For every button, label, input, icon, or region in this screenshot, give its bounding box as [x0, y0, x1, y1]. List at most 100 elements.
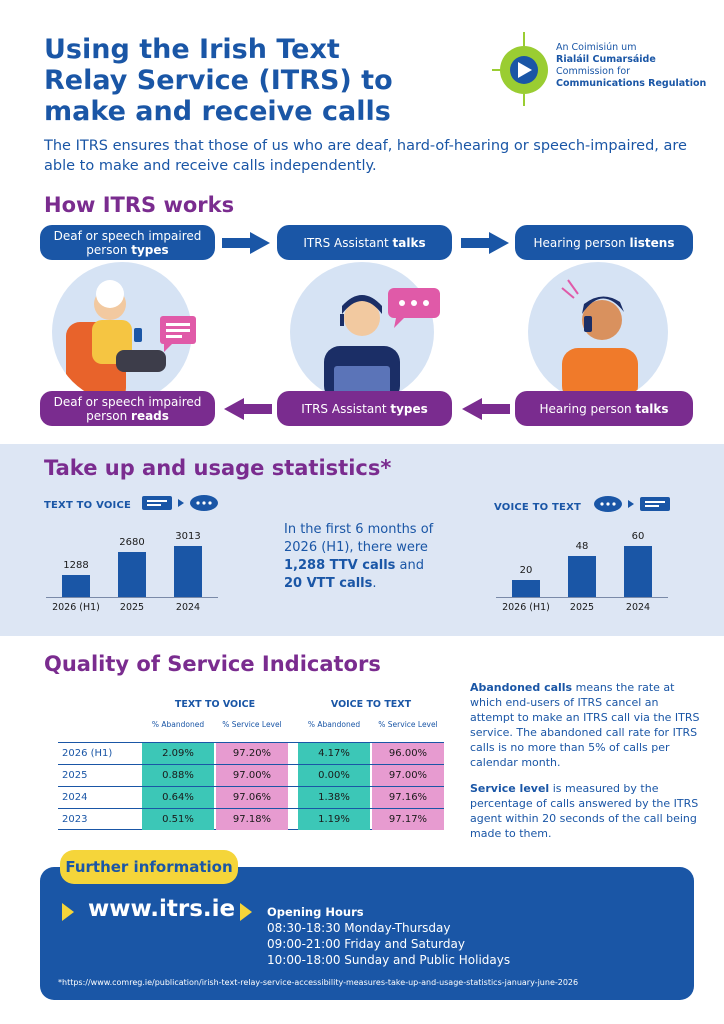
- summary-bold: 20 VTT calls: [284, 576, 373, 591]
- table-row: 2024 0.64% 97.06% 1.38% 97.16%: [58, 786, 444, 808]
- footer-panel: [40, 867, 694, 1000]
- bar-2026-h1-: [62, 575, 90, 597]
- table-row: 2025 0.88% 97.00% 0.00% 97.00%: [58, 764, 444, 786]
- bar-category-label: 2026 (H1): [52, 602, 100, 613]
- stats-summary: In the first 6 months of 2026 (H1), ther…: [284, 521, 434, 593]
- table-cell: 97.00%: [216, 765, 288, 786]
- ttv-group-header: TEXT TO VOICE: [174, 699, 256, 710]
- bar-category-label: 2026 (H1): [502, 602, 550, 613]
- logo-line: Commission for: [556, 66, 631, 77]
- col-abandoned: % Abandoned: [151, 720, 205, 729]
- itrs-link[interactable]: www.itrs.ie: [88, 896, 236, 922]
- note-text: is measured by the percentage of calls a…: [470, 782, 699, 840]
- step-assistant-talks: ITRS Assistant talks: [277, 225, 452, 260]
- step-text: ITRS Assistant: [303, 235, 393, 250]
- page-title: Using the Irish Text Relay Service (ITRS…: [44, 34, 464, 127]
- table-cell: 97.17%: [372, 809, 444, 830]
- ttv-icon: [142, 495, 218, 511]
- table-row: 2023 0.51% 97.18% 1.19% 97.17%: [58, 808, 444, 830]
- row-year: 2026 (H1): [62, 748, 113, 759]
- row-year: 2023: [62, 814, 88, 825]
- bar-value-label: 20: [519, 565, 533, 576]
- bar-category-label: 2025: [119, 602, 145, 613]
- assistant-headset-laptop-icon: [324, 295, 400, 402]
- step-text: Deaf or speech impaired person: [53, 228, 202, 257]
- table-cell: 0.00%: [298, 765, 370, 786]
- bar-category-label: 2024: [625, 602, 651, 613]
- stats-section: [0, 444, 724, 636]
- assistant-illustration: [290, 262, 434, 402]
- col-service-level: % Service Level: [222, 720, 282, 729]
- table-cell: 97.00%: [372, 765, 444, 786]
- comreg-logo: An Coimisiún um Rialáil Cumarsáide Commi…: [488, 30, 713, 106]
- quality-heading: Quality of Service Indicators: [44, 652, 381, 676]
- comreg-logo-icon: [492, 32, 548, 106]
- hours-line: 09:00-21:00 Friday and Saturday: [267, 937, 465, 951]
- summary-text: .: [372, 576, 377, 591]
- chat-bubble-icon: [160, 316, 196, 352]
- step-assistant-types: ITRS Assistant types: [277, 391, 452, 426]
- summary-bold: 1,288 TTV calls: [284, 558, 396, 573]
- speech-bubble-dots-icon: [388, 288, 440, 328]
- step-deaf-types: Deaf or speech impaired person types: [40, 225, 215, 260]
- bar-value-label: 2680: [119, 537, 145, 548]
- logo-text: An Coimisiún um Rialáil Cumarsáide Commi…: [556, 42, 706, 90]
- bar-2025: [568, 556, 596, 597]
- step-bold: listens: [629, 235, 675, 250]
- summary-text: In the first 6 months of 2026 (H1), ther…: [284, 522, 434, 555]
- col-service-level: % Service Level: [378, 720, 438, 729]
- table-cell: 96.00%: [372, 743, 444, 764]
- logo-line: Rialáil Cumarsáide: [556, 54, 656, 65]
- abandoned-note: Abandoned calls means the rate at which …: [470, 680, 700, 770]
- step-text: Hearing person: [539, 401, 636, 416]
- vtt-chart-title: VOICE TO TEXT: [494, 502, 582, 513]
- table-cell: 1.38%: [298, 787, 370, 808]
- note-bold: Service level: [470, 782, 550, 795]
- vtt-icon: [594, 496, 670, 512]
- chart-baseline: [496, 597, 668, 598]
- bar-value-label: 60: [631, 531, 645, 542]
- note-text: means the rate at which end-users of ITR…: [470, 681, 700, 769]
- table-cell: 1.19%: [298, 809, 370, 830]
- stats-heading: Take up and usage statistics*: [44, 456, 392, 480]
- table-row: 2026 (H1) 2.09% 97.20% 4.17% 96.00%: [58, 742, 444, 764]
- arrow-left-icon: [462, 398, 510, 420]
- row-year: 2025: [62, 770, 88, 781]
- table-cell: 97.20%: [216, 743, 288, 764]
- bar-category-label: 2025: [569, 602, 595, 613]
- play-arrow-icon: [62, 903, 74, 921]
- step-bold: types: [131, 242, 169, 257]
- title-line: make and receive calls: [44, 96, 391, 127]
- bar-category-label: 2024: [175, 602, 201, 613]
- table-cell: 4.17%: [298, 743, 370, 764]
- source-footnote[interactable]: *https://www.comreg.ie/publication/irish…: [58, 978, 579, 987]
- step-hearing-listens: Hearing person listens: [515, 225, 693, 260]
- bar-value-label: 3013: [175, 531, 201, 542]
- step-text: Hearing person: [533, 235, 630, 250]
- elderly-woman-phone-icon: [66, 280, 166, 402]
- table-cell: 97.06%: [216, 787, 288, 808]
- arrow-right-icon: [461, 232, 509, 254]
- how-heading: How ITRS works: [44, 193, 235, 217]
- hours-line: 08:30-18:30 Monday-Thursday: [267, 921, 451, 935]
- service-note: Service level is measured by the percent…: [470, 781, 700, 841]
- hearing-person-illustration: [528, 262, 668, 402]
- bar-2025: [118, 552, 146, 597]
- table-cell: 97.16%: [372, 787, 444, 808]
- hearing-person-phone-icon: [561, 279, 638, 402]
- step-bold: reads: [131, 408, 169, 423]
- logo-line: An Coimisiún um: [556, 42, 637, 53]
- table-cell: 97.18%: [216, 809, 288, 830]
- summary-text: and: [395, 558, 424, 573]
- chart-baseline: [46, 597, 218, 598]
- step-text: ITRS Assistant: [301, 401, 391, 416]
- logo-line: Communications Regulation: [556, 78, 707, 89]
- step-bold: talks: [392, 235, 426, 250]
- table-cell: 2.09%: [142, 743, 214, 764]
- table-cell: 0.64%: [142, 787, 214, 808]
- ttv-chart-title: TEXT TO VOICE: [44, 500, 132, 511]
- row-year: 2024: [62, 792, 88, 803]
- vtt-group-header: VOICE TO TEXT: [330, 699, 412, 710]
- opening-hours-title: Opening Hours: [267, 905, 364, 919]
- note-bold: Abandoned calls: [470, 681, 573, 694]
